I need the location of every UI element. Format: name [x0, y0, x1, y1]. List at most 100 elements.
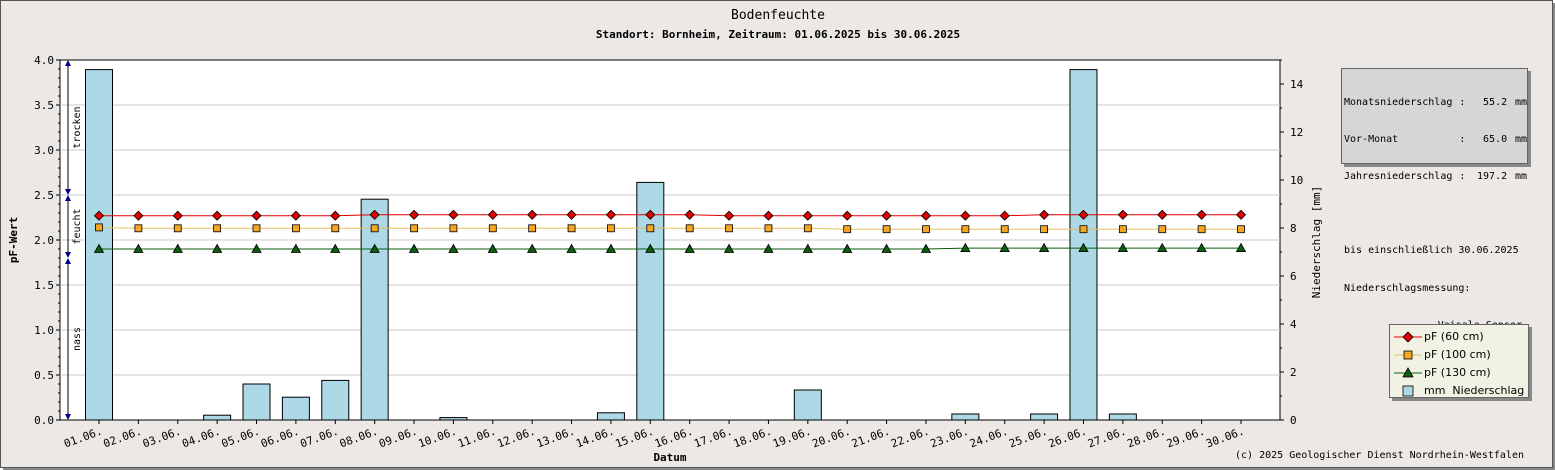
x-tick-label: 06.06. [259, 425, 301, 451]
pf60-point [487, 209, 498, 220]
precipitation-info-box: Monatsniederschlag:55.2 mm Vor-Monat:65.0… [1341, 68, 1528, 331]
x-tick-label: 16.06. [653, 425, 695, 451]
pf130-point [881, 243, 892, 253]
pf130-point [802, 243, 814, 253]
x-tick-label: 05.06. [220, 425, 262, 451]
pf60-point [133, 210, 144, 221]
pf60-point [881, 210, 892, 221]
pf130-point [1117, 242, 1129, 253]
zone-label-nass: nass [72, 327, 83, 351]
pf60-point [763, 210, 774, 221]
legend-item-pf130: pF (130 cm) [1390, 364, 1530, 382]
precipitation-bar [1108, 413, 1137, 421]
x-tick-label: 09.06. [377, 425, 419, 451]
y2-tick-label: 10 [1290, 174, 1303, 187]
pf100-point [646, 224, 655, 233]
x-tick-label: 14.06. [574, 425, 616, 451]
x-tick-label: 26.06. [1047, 425, 1089, 451]
info-note-measurement: Niederschlagsmessung: [1344, 282, 1471, 294]
pf60-point [842, 210, 853, 221]
info-row-month: Monatsniederschlag:55.2 mm [1344, 96, 1527, 108]
x-axis-title: Datum [653, 451, 686, 464]
pf60-point [684, 209, 695, 220]
y-tick-label: 0.5 [34, 369, 54, 382]
pf100-point [922, 225, 930, 234]
zone-arrow-down-icon [65, 252, 71, 258]
pf100-point [1197, 225, 1206, 234]
pf130-point [645, 243, 656, 253]
info-row-year: Jahresniederschlag:197.2 mm [1344, 171, 1527, 183]
info-note-until: bis einschließlich 30.06.2025 [1344, 245, 1519, 257]
pf130-point [999, 242, 1010, 253]
legend-item-precipitation: mm Niederschlag [1390, 382, 1530, 400]
y-tick-label: 3.5 [34, 99, 54, 112]
pf100-point [291, 224, 300, 233]
zone-label-feucht: feucht [72, 208, 83, 244]
pf100-point [488, 224, 497, 233]
y-axis-left: 0.0 0.5 1.0 1.5 2.0 2.5 3.0 3.5 4.0 [34, 54, 60, 427]
pf100-point [370, 224, 379, 233]
pf-lines [98, 214, 1241, 250]
y2-tick-label: 8 [1290, 222, 1297, 235]
pf130-point [1038, 242, 1050, 253]
pf60-point [448, 209, 459, 220]
pf60-point [290, 210, 301, 221]
precipitation-bar [439, 417, 468, 421]
x-tick-label: 29.06. [1165, 425, 1207, 451]
pf100-point [331, 224, 340, 233]
y-tick-label: 0.0 [34, 414, 54, 427]
pf60-point [212, 210, 223, 221]
x-tick-label: 01.06. [62, 425, 104, 451]
pf130-point [369, 243, 380, 253]
y-tick-label: 4.0 [34, 54, 54, 67]
series-line-2 [98, 226, 1241, 230]
zone-arrow-down-icon [65, 414, 71, 420]
y2-axis-title: Niederschlag [mm] [1310, 186, 1323, 299]
x-tick-label: 17.06. [692, 425, 734, 451]
precipitation-bar [1030, 413, 1059, 421]
pf100-point [1079, 225, 1088, 234]
pf60-point [724, 210, 735, 221]
zone-arrow-down-icon [65, 189, 71, 195]
copyright-text: (c) 2025 Geologischer Dienst Nordrhein-W… [1235, 450, 1524, 461]
series-line-3 [99, 247, 1241, 250]
x-tick-label: 13.06. [535, 425, 577, 451]
pf130-point [763, 243, 774, 253]
pf130-point [133, 243, 144, 253]
x-tick-label: 30.06. [1204, 425, 1246, 451]
pf60-point [527, 209, 538, 220]
y2-tick-label: 6 [1290, 270, 1297, 283]
pf130-point [487, 243, 498, 253]
x-tick-label: 04.06. [180, 425, 222, 451]
pf100-point [1040, 225, 1049, 234]
pf60-point [1196, 209, 1207, 220]
x-tick-label: 21.06. [850, 425, 892, 451]
y2-tick-label: 14 [1290, 78, 1304, 91]
pf100-point [173, 224, 182, 233]
pf100-point [528, 224, 537, 233]
y-tick-label: 2.5 [34, 189, 54, 202]
triangle-marker-icon [1402, 367, 1414, 378]
precipitation-bars [85, 69, 1137, 421]
x-tick-label: 12.06. [495, 425, 537, 451]
zone-label-trocken: trocken [72, 106, 83, 148]
bar-swatch-icon [1402, 385, 1414, 397]
pf130-point [448, 243, 459, 253]
y2-tick-label: 0 [1290, 414, 1297, 427]
precipitation-bar [203, 414, 232, 421]
pf100-point [725, 224, 733, 233]
pf-markers [93, 209, 1247, 253]
info-row-prev-month: Vor-Monat:65.0 mm [1344, 134, 1527, 146]
pf130-point [723, 243, 735, 253]
pf60-point [251, 210, 262, 221]
precipitation-bar [596, 412, 625, 421]
pf130-point [960, 242, 971, 253]
y-tick-label: 1.5 [34, 279, 54, 292]
pf100-point [607, 224, 615, 233]
x-tick-label: 19.06. [771, 425, 813, 451]
x-tick-label: 18.06. [732, 425, 774, 451]
precipitation-bar [242, 383, 271, 421]
pf130-point [842, 243, 853, 253]
pf130-point [172, 243, 183, 253]
y2-tick-label: 12 [1290, 126, 1303, 139]
